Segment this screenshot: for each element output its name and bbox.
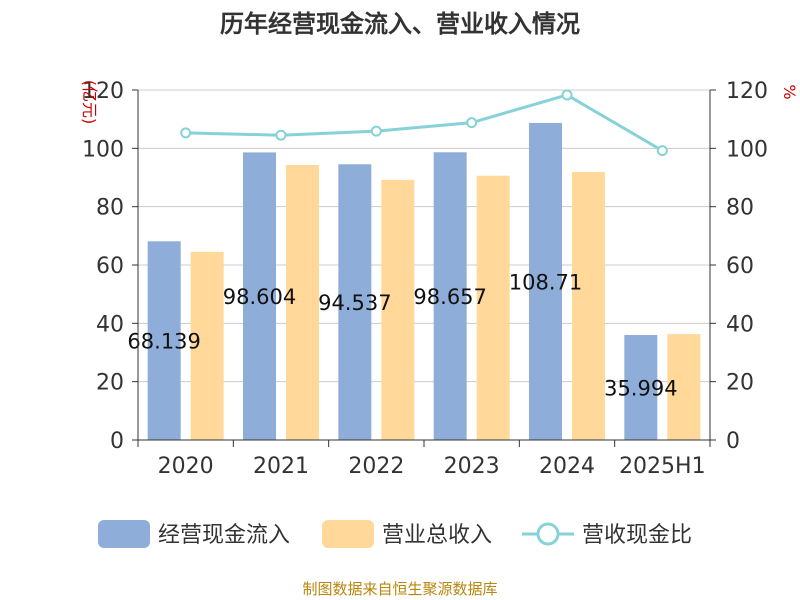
bar-cash-inflow [243,152,276,440]
ratio-point [370,125,382,137]
bar-revenue [476,175,510,440]
right-axis-tick-label: 120 [726,79,768,104]
left-axis-tick-label: 40 [96,312,124,337]
axes: 0 20 40 60 80 100 120 0 20 40 60 80 100 120 2020 2021 20… [82,79,768,479]
bar-group [147,122,701,441]
right-axis-unit: % [780,84,799,99]
legend-swatch [322,520,374,548]
right-axis-tick-label: 0 [726,429,740,454]
bar-revenue [190,251,224,440]
x-axis-label: 2020 [158,454,214,479]
right-axis-tick-label: 100 [726,137,768,162]
bar-revenue [381,179,415,441]
bar-cash-inflow [147,241,181,440]
right-axis-tick-label: 60 [726,254,754,279]
legend-label: 营业总收入 [382,523,492,548]
left-axis-tick-label: 80 [96,196,124,221]
right-axis-tick-label: 20 [726,371,754,396]
bar-revenue [572,171,605,441]
data-label-group: 68.139 98.604 94.537 98.657 108.71 35.994 [127,270,677,400]
bar-data-label: 108.71 [509,270,582,294]
ratio-line [185,93,664,152]
bar-data-label: 98.657 [413,285,486,309]
bar-cash-inflow [529,122,562,440]
bar-cash-inflow [338,164,372,440]
legend: 经营现金流入 营业总收入 营收现金比 [98,520,692,548]
legend-label: 经营现金流入 [158,523,290,548]
chart-title: 历年经营现金流入、营业收入情况 [220,10,580,38]
legend-swatch-marker [536,522,560,546]
bar-cash-inflow [433,152,467,441]
left-axis-tick-label: 60 [96,254,124,279]
bar-cash-inflow [624,335,658,440]
ratio-point [466,117,478,129]
x-axis-label: 2021 [253,454,309,479]
x-axis-label: 2025H1 [619,454,706,479]
ratio-point [275,129,287,141]
bar-revenue [286,164,319,441]
right-axis-tick-label: 40 [726,312,754,337]
legend-label: 营收现金比 [582,523,692,548]
left-axis-unit: (亿元) [80,80,99,125]
left-axis-tick-label: 120 [82,79,124,104]
right-axis-tick-label: 80 [726,196,754,221]
x-axis-label: 2024 [539,454,595,479]
bar-data-label: 94.537 [318,291,391,315]
legend-swatch [98,520,150,548]
ratio-point [180,127,192,139]
source-note: 制图数据来自恒生聚源数据库 [302,580,497,598]
ratio-line-group [180,89,668,157]
left-axis-tick-label: 0 [110,429,124,454]
bar-revenue [667,334,701,440]
bar-data-label: 98.604 [223,285,296,309]
x-axis-label: 2022 [348,454,404,479]
ratio-point [656,145,668,157]
ratio-point [561,89,573,101]
x-axis-label: 2023 [444,454,500,479]
left-axis-tick-label: 100 [82,137,124,162]
bar-data-label: 35.994 [604,377,677,401]
bar-data-label: 68.139 [127,330,200,354]
left-axis-tick-label: 20 [96,371,124,396]
grid-lines [138,89,710,383]
